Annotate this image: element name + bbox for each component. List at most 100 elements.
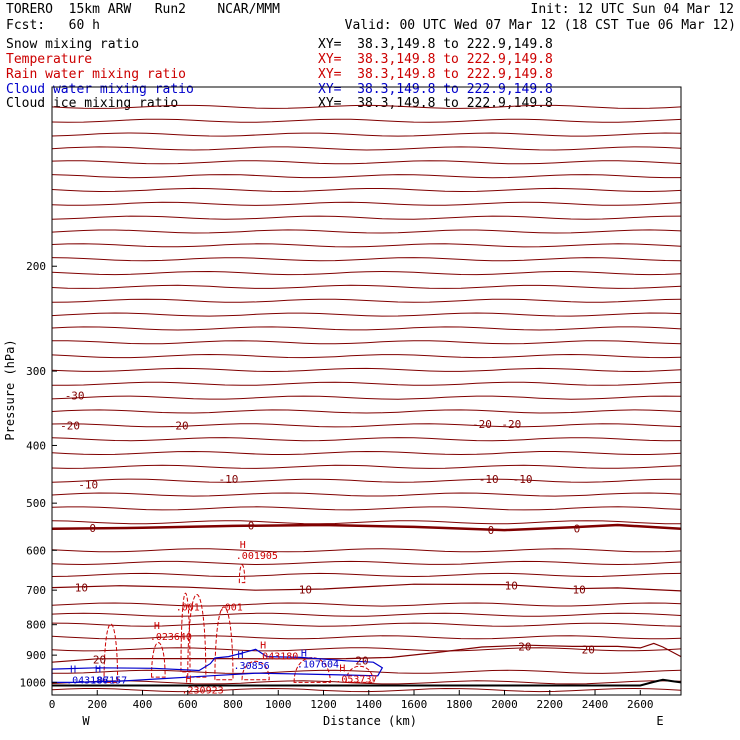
isotherm-label: -30: [65, 390, 85, 403]
cloud-water-max-value: .30856: [234, 661, 270, 672]
cloud-water-contour: [51, 648, 384, 683]
contour-labels: -30 -20 -20 -20 -20 -10 -10 -10 -10 0 0 0 0 10 10 10 10 2…: [60, 390, 595, 697]
isotherm-line: [51, 409, 682, 414]
isotherm-label: 0: [574, 523, 581, 536]
cloud-water-max-marker: H: [238, 650, 244, 661]
x-tick-label: 1800: [446, 698, 473, 711]
y-tick-label: 500: [26, 497, 46, 510]
isotherm-line: [51, 612, 682, 617]
y-tick-label: 800: [26, 619, 46, 632]
rain-max-value: .043180: [256, 652, 298, 663]
isotherm-label: -10: [219, 473, 239, 486]
x-end-label-east: E: [656, 714, 663, 728]
x-tick-label: 1400: [356, 698, 383, 711]
isotherm-label: -10: [479, 473, 499, 486]
isotherm-line: [51, 572, 682, 578]
isotherm-line: [51, 464, 682, 469]
isotherm-line: [51, 437, 682, 442]
rain-contour: [103, 623, 119, 683]
y-tick-label: 200: [26, 260, 46, 273]
x-tick-label: 1000: [265, 698, 292, 711]
rain-contour: [151, 642, 166, 678]
rain-max-value: .023640: [150, 632, 192, 643]
field-label-snow: Snow mixing ratio: [6, 37, 140, 52]
rain-contour: [180, 593, 191, 673]
isotherm-line: [51, 298, 682, 303]
rain-max-marker: H: [260, 641, 266, 652]
isotherm-line: [51, 647, 682, 652]
isotherm-20: [51, 642, 682, 663]
ground-line: [52, 678, 682, 687]
isotherm-line: [52, 340, 682, 345]
isotherm-line: [51, 635, 682, 640]
x-axis: 0 200 400 600 800 1000 1200 1400 1600 1800 2000 220…: [49, 690, 654, 711]
isotherm-label: 20: [355, 654, 368, 667]
y-tick-label: 1000: [20, 676, 47, 689]
field-label-temperature: Temperature: [6, 52, 93, 67]
y-tick-label: 700: [26, 584, 46, 597]
isotherm-line: [51, 160, 682, 165]
header-left-line2: Fcst: 60 h: [6, 18, 100, 33]
isotherm-label: 20: [518, 640, 531, 653]
y-axis: 200 300 400 500 600 700 800 900 1000: [20, 260, 57, 689]
isotherm-line: [51, 395, 682, 400]
y-tick-label: 300: [26, 365, 46, 378]
isotherm-line: [52, 669, 682, 674]
x-tick-label: 2400: [582, 698, 609, 711]
rain-contour: [187, 594, 207, 678]
cloud-water-max-marker: H: [70, 664, 76, 675]
isotherm-line: [51, 284, 682, 289]
isotherm-label: -20: [169, 419, 189, 432]
isotherm-line: [51, 215, 682, 220]
isotherm-line: [51, 270, 682, 276]
cloud-water-max-marker: H: [301, 649, 307, 660]
field-label-rain: Rain water mixing ratio: [6, 67, 187, 82]
isotherm-label: 10: [75, 582, 88, 595]
isotherm-line: [51, 478, 681, 483]
isotherm-label: 20: [582, 643, 595, 656]
cloud-water-max-value: .107604: [297, 660, 339, 671]
x-axis-title: Distance (km): [323, 714, 417, 728]
cloud-water-contours: [51, 648, 384, 683]
isotherm-line: [51, 622, 682, 627]
rain-contour: [238, 564, 246, 584]
isotherm-line: [51, 506, 682, 511]
isotherm-label: 0: [89, 522, 96, 535]
rain-contour: [293, 657, 331, 683]
field-label-cloud-water: Cloud water mixing ratio: [6, 82, 194, 97]
isotherm-line: [51, 381, 682, 386]
header-init: Init: 12 UTC Sun 04 Mar 12: [530, 2, 735, 17]
rain-max-value: .230923: [181, 685, 223, 696]
isotherm-label: -20: [60, 419, 80, 432]
x-tick-label: 2600: [627, 698, 654, 711]
isotherm-line: [51, 602, 682, 607]
x-tick-label: 600: [178, 698, 198, 711]
isotherm-line: [51, 423, 682, 428]
x-tick-label: 1200: [310, 698, 337, 711]
x-tick-label: 2200: [537, 698, 564, 711]
cloud-water-max-value: .043186: [66, 675, 108, 686]
x-tick-label: 2000: [491, 698, 518, 711]
y-axis-title: Pressure (hPa): [3, 339, 17, 440]
cloud-water-max-marker: H: [95, 664, 101, 675]
x-tick-label: 1600: [401, 698, 428, 711]
rain-max-marker: H: [154, 621, 160, 632]
y-tick-label: 600: [26, 544, 46, 557]
isotherm-label: -10: [78, 478, 98, 491]
rain-contour: [214, 606, 234, 681]
rain-contours: [103, 564, 374, 683]
rain-max-value: .001905: [236, 551, 278, 562]
header-valid: Valid: 00 UTC Wed 07 Mar 12 (18 CST Tue …: [344, 18, 736, 33]
isotherm-line: [51, 450, 682, 456]
x-tick-label: 200: [87, 698, 107, 711]
rain-max-marker: H: [185, 674, 191, 685]
y-tick-label: 400: [26, 439, 46, 452]
x-tick-label: 400: [133, 698, 153, 711]
isotherm-line: [51, 687, 682, 693]
isotherm-line: [51, 174, 681, 179]
plot-frame: [51, 86, 682, 696]
isotherm-line: [51, 104, 682, 109]
x-end-label-west: W: [82, 714, 90, 728]
isotherm-line: [51, 560, 682, 566]
isotherm-line: [51, 229, 682, 234]
